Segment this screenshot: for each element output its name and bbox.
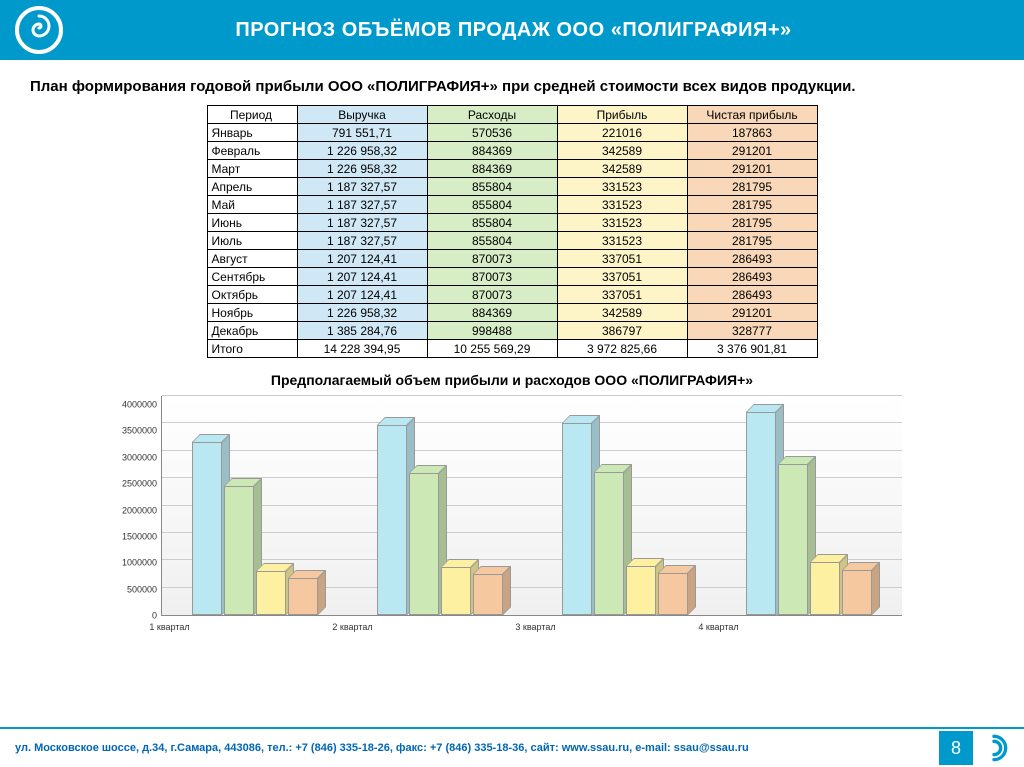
chart-bar	[562, 423, 592, 616]
chart-bar	[409, 473, 439, 615]
chart-bar	[224, 486, 254, 615]
table-row: Июль1 187 327,57855804331523281795	[207, 232, 817, 250]
table-row: Сентябрь1 207 124,41870073337051286493	[207, 268, 817, 286]
chart-bar	[441, 567, 471, 615]
table-row: Февраль1 226 958,32884369342589291201	[207, 142, 817, 160]
bar-chart: 0500000100000015000002000000250000030000…	[122, 396, 902, 616]
table-header-cell: Расходы	[427, 106, 557, 124]
table-row: Апрель1 187 327,57855804331523281795	[207, 178, 817, 196]
table-header-cell: Выручка	[297, 106, 427, 124]
chart-x-label: 3 квартал	[515, 622, 555, 632]
logo-icon	[15, 6, 63, 54]
header-bar: ПРОГНОЗ ОБЪЁМОВ ПРОДАЖ ООО «ПОЛИГРАФИЯ+»	[0, 0, 1024, 60]
table-row: Декабрь1 385 284,76998488386797328777	[207, 322, 817, 340]
footer-logo-icon	[979, 733, 1009, 763]
chart-bar	[778, 464, 808, 615]
table-header-cell: Период	[207, 106, 297, 124]
page-title: ПРОГНОЗ ОБЪЁМОВ ПРОДАЖ ООО «ПОЛИГРАФИЯ+»	[83, 19, 1024, 42]
chart-y-axis: 0500000100000015000002000000250000030000…	[122, 396, 161, 616]
table-row: Март1 226 958,32884369342589291201	[207, 160, 817, 178]
page-number: 8	[939, 731, 973, 765]
chart-bar	[658, 573, 688, 615]
footer-text: ул. Московское шоссе, д.34, г.Самара, 44…	[15, 742, 939, 754]
chart-x-axis: 1 квартал 2 квартал 3 квартал 4 квартал	[78, 622, 810, 632]
table-total-row: Итого14 228 394,9510 255 569,293 972 825…	[207, 340, 817, 358]
table-header-cell: Чистая прибыль	[687, 106, 817, 124]
chart-bar	[842, 570, 872, 615]
chart-bar	[626, 566, 656, 616]
chart-bar	[192, 442, 222, 615]
table-row: Август1 207 124,41870073337051286493	[207, 250, 817, 268]
chart-bar	[473, 574, 503, 615]
footer: ул. Московское шоссе, д.34, г.Самара, 44…	[0, 727, 1024, 767]
chart-bar	[746, 412, 776, 616]
table-header-cell: Прибыль	[557, 106, 687, 124]
subtitle: План формирования годовой прибыли ООО «П…	[30, 78, 994, 95]
financial-table: ПериодВыручкаРасходыПрибыльЧистая прибыл…	[207, 105, 818, 358]
chart-bar-group	[717, 396, 902, 615]
table-row: Январь791 551,71570536221016187863	[207, 124, 817, 142]
chart-bar-group	[532, 396, 717, 615]
table-row: Июнь1 187 327,57855804331523281795	[207, 214, 817, 232]
chart-plot	[161, 396, 902, 616]
chart-bar	[256, 571, 286, 615]
chart-title: Предполагаемый объем прибыли и расходов …	[30, 372, 994, 388]
chart-bar-group	[162, 396, 347, 615]
table-row: Май1 187 327,57855804331523281795	[207, 196, 817, 214]
chart-x-label: 1 квартал	[149, 622, 189, 632]
chart-bar-group	[347, 396, 532, 615]
chart-bar	[377, 425, 407, 615]
chart-bar	[810, 562, 840, 615]
chart-x-label: 4 квартал	[698, 622, 738, 632]
table-row: Ноябрь1 226 958,32884369342589291201	[207, 304, 817, 322]
chart-bar	[594, 472, 624, 615]
chart-x-label: 2 квартал	[332, 622, 372, 632]
table-row: Октябрь1 207 124,41870073337051286493	[207, 286, 817, 304]
chart-bar	[288, 578, 318, 615]
